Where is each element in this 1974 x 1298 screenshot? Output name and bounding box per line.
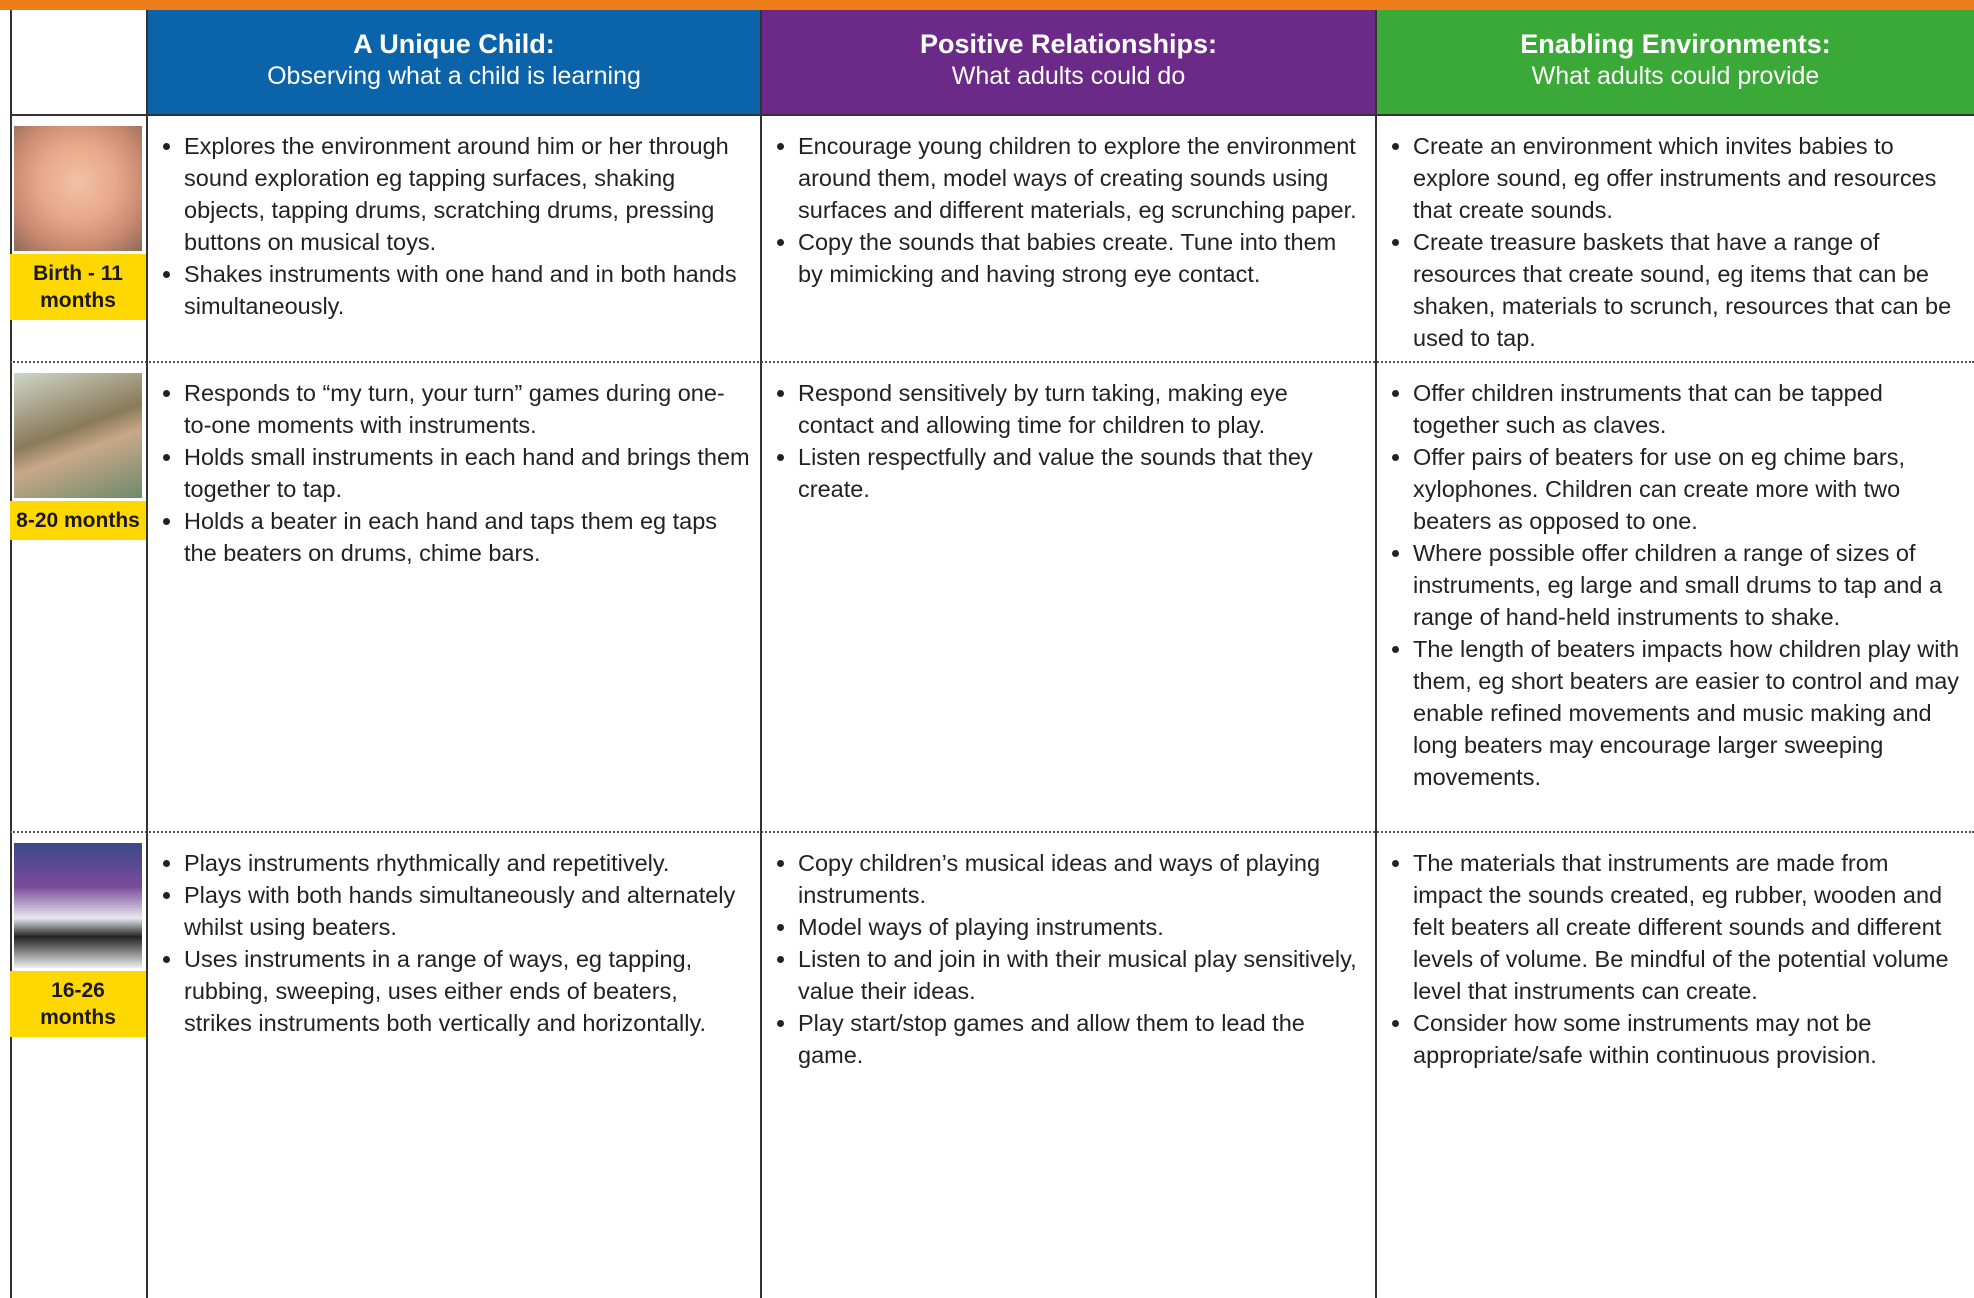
cell: Encourage young children to explore the … xyxy=(760,116,1375,290)
column-subtitle: What adults could provide xyxy=(1531,62,1820,90)
bullet-list: Encourage young children to explore the … xyxy=(772,130,1365,290)
bullet-list: Explores the environment around him or h… xyxy=(158,130,750,322)
cell: Explores the environment around him or h… xyxy=(146,116,760,322)
bullet-list: Create an environment which invites babi… xyxy=(1387,130,1964,354)
column-title: A Unique Child: xyxy=(353,29,555,59)
bullet-item: Create treasure baskets that have a rang… xyxy=(1413,226,1964,354)
bullet-item: Create an environment which invites babi… xyxy=(1413,130,1964,226)
cell: Responds to “my turn, your turn” games d… xyxy=(146,363,760,569)
column-title: Enabling Environments: xyxy=(1520,29,1831,59)
bullet-item: Encourage young children to explore the … xyxy=(798,130,1365,226)
header-blank xyxy=(10,10,146,116)
bullet-item: Consider how some instruments may not be… xyxy=(1413,1007,1964,1071)
column-divider xyxy=(146,116,148,1298)
bullet-list: Plays instruments rhythmically and repet… xyxy=(158,847,750,1039)
bullet-item: Plays instruments rhythmically and repet… xyxy=(184,847,750,879)
bullet-item: Shakes instruments with one hand and in … xyxy=(184,258,750,322)
age-row: 16-26 months Plays instruments rhythmical… xyxy=(10,833,1974,1298)
cell: Offer children instruments that can be t… xyxy=(1375,363,1974,793)
cell: Create an environment which invites babi… xyxy=(1375,116,1974,354)
column-header: Enabling Environments: What adults could … xyxy=(1375,10,1974,116)
column-header: A Unique Child: Observing what a child is… xyxy=(146,10,760,116)
cell: Respond sensitively by turn taking, maki… xyxy=(760,363,1375,505)
age-row: 8-20 months Responds to “my turn, your tu… xyxy=(10,363,1974,833)
bullet-item: Holds a beater in each hand and taps the… xyxy=(184,505,750,569)
bullet-list: Copy children’s musical ideas and ways o… xyxy=(772,847,1365,1071)
column-title: Positive Relationships: xyxy=(919,29,1218,59)
child-photo xyxy=(14,843,142,968)
bullet-list: Respond sensitively by turn taking, maki… xyxy=(772,377,1365,505)
cell: The materials that instruments are made … xyxy=(1375,833,1974,1071)
bullet-item: Listen respectfully and value the sounds… xyxy=(798,441,1365,505)
bullet-item: Where possible offer children a range of… xyxy=(1413,537,1964,633)
age-row: Birth - 11 months Explores the environmen… xyxy=(10,116,1974,363)
child-photo xyxy=(14,126,142,251)
bullet-item: Listen to and join in with their musical… xyxy=(798,943,1365,1007)
bullet-item: Respond sensitively by turn taking, maki… xyxy=(798,377,1365,441)
bullet-item: Copy the sounds that babies create. Tune… xyxy=(798,226,1365,290)
bullet-list: Responds to “my turn, your turn” games d… xyxy=(158,377,750,569)
age-label: Birth - 11 months xyxy=(10,254,146,320)
column-header: Positive Relationships: What adults could… xyxy=(760,10,1375,116)
column-subtitle: Observing what a child is learning xyxy=(267,62,641,90)
age-label: 16-26 months xyxy=(10,971,146,1037)
bullet-item: Copy children’s musical ideas and ways o… xyxy=(798,847,1365,911)
bullet-list: Offer children instruments that can be t… xyxy=(1387,377,1964,793)
bullet-item: Holds small instruments in each hand and… xyxy=(184,441,750,505)
table-frame xyxy=(10,10,1974,1298)
bullet-item: The length of beaters impacts how childr… xyxy=(1413,633,1964,793)
age-label: 8-20 months xyxy=(10,501,146,540)
bullet-item: Play start/stop games and allow them to … xyxy=(798,1007,1365,1071)
bullet-item: Explores the environment around him or h… xyxy=(184,130,750,258)
child-photo xyxy=(14,373,142,498)
bullet-item: Uses instruments in a range of ways, eg … xyxy=(184,943,750,1039)
cell: Plays instruments rhythmically and repet… xyxy=(146,833,760,1039)
bullet-item: Offer pairs of beaters for use on eg chi… xyxy=(1413,441,1964,537)
bullet-item: Plays with both hands simultaneously and… xyxy=(184,879,750,943)
column-divider xyxy=(760,116,762,1298)
cell: Copy children’s musical ideas and ways o… xyxy=(760,833,1375,1071)
bullet-item: Offer children instruments that can be t… xyxy=(1413,377,1964,441)
top-bar xyxy=(0,0,1974,10)
bullet-item: Responds to “my turn, your turn” games d… xyxy=(184,377,750,441)
bullet-list: The materials that instruments are made … xyxy=(1387,847,1964,1071)
bullet-item: The materials that instruments are made … xyxy=(1413,847,1964,1007)
column-divider xyxy=(1375,116,1377,1298)
column-subtitle: What adults could do xyxy=(951,62,1186,90)
bullet-item: Model ways of playing instruments. xyxy=(798,911,1365,943)
